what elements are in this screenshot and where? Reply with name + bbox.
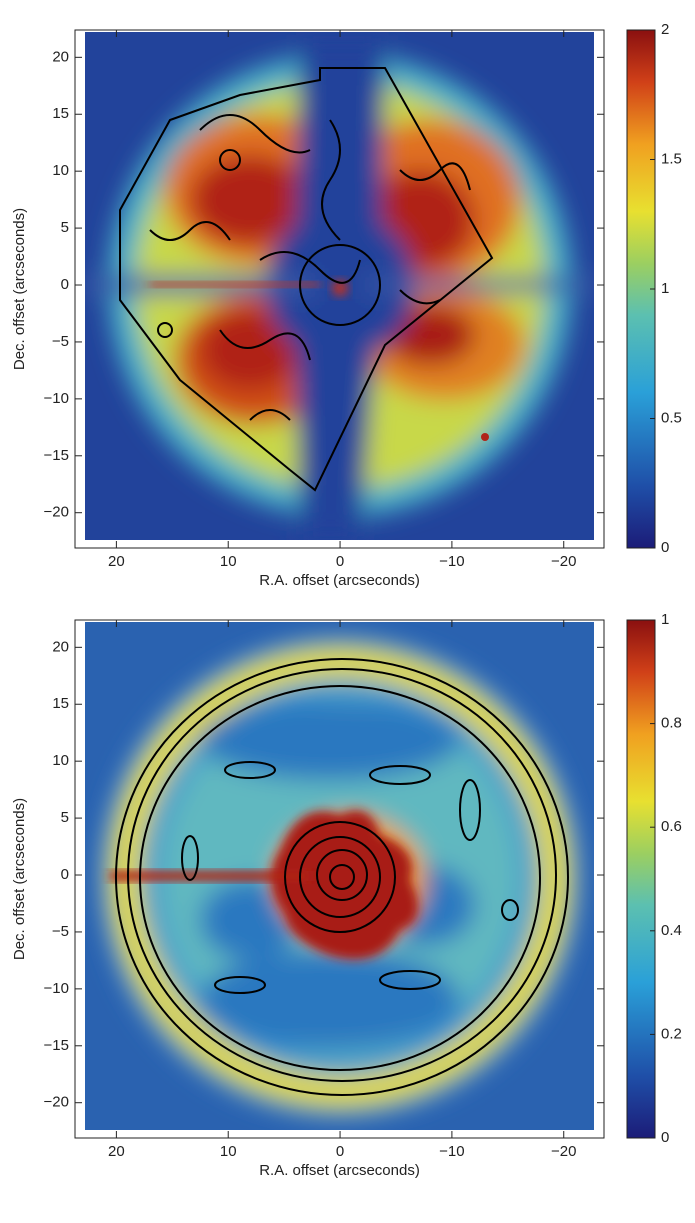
- y-tick-label: 5: [61, 809, 69, 826]
- x-tick-label: 0: [336, 553, 344, 570]
- y-tick-label: −10: [44, 390, 69, 407]
- y-tick-label: 10: [52, 752, 69, 769]
- y-tick-label: 20: [52, 638, 69, 655]
- colorbar-tick-label: 1: [661, 611, 669, 628]
- y-tick-label: 15: [52, 695, 69, 712]
- y-tick-label: −5: [52, 333, 69, 350]
- y-tick-label: −15: [44, 447, 69, 464]
- colorbar-tick-label: 1: [661, 280, 669, 297]
- x-tick-label: −20: [551, 1143, 576, 1160]
- axes-frame: [74, 619, 605, 1139]
- y-tick-label: −20: [44, 1094, 69, 1111]
- y-tick-label: −10: [44, 980, 69, 997]
- x-tick-label: 10: [220, 1143, 237, 1160]
- x-tick-label: −20: [551, 553, 576, 570]
- y-tick-label: −20: [44, 504, 69, 521]
- axes-frame: [74, 29, 605, 549]
- colorbar-tick-label: 1.5: [661, 150, 682, 167]
- y-tick-label: 5: [61, 219, 69, 236]
- x-tick-label: 20: [108, 1143, 125, 1160]
- colorbar-tick-label: 0.8: [661, 715, 682, 732]
- image-top: [85, 32, 594, 540]
- y-tick-label: 20: [52, 48, 69, 65]
- colorbar-tick-label: 0.6: [661, 818, 682, 835]
- x-tick-label: −10: [439, 1143, 464, 1160]
- colorbar-tick-label: 0.4: [661, 922, 682, 939]
- image-bottom: [85, 622, 594, 1130]
- colorbar-tick-label: 0.2: [661, 1025, 682, 1042]
- colorbar: [626, 619, 656, 1139]
- y-tick-label: 0: [61, 866, 69, 883]
- y-tick-label: 0: [61, 276, 69, 293]
- colorbar-tick-label: 0: [661, 1129, 669, 1146]
- x-axis-label: R.A. offset (arcseconds): [259, 1162, 420, 1179]
- x-tick-label: 10: [220, 553, 237, 570]
- x-tick-label: 0: [336, 1143, 344, 1160]
- y-axis-label: Dec. offset (arcseconds): [11, 208, 28, 370]
- x-tick-label: 20: [108, 553, 125, 570]
- y-tick-label: 15: [52, 105, 69, 122]
- y-tick-label: −5: [52, 923, 69, 940]
- colorbar-tick-label: 2: [661, 21, 669, 38]
- y-tick-label: −15: [44, 1037, 69, 1054]
- x-tick-label: −10: [439, 553, 464, 570]
- y-axis-label: Dec. offset (arcseconds): [11, 798, 28, 960]
- colorbar-tick-label: 0: [661, 539, 669, 556]
- x-axis-label: R.A. offset (arcseconds): [259, 572, 420, 589]
- y-tick-label: 10: [52, 162, 69, 179]
- colorbar-tick-label: 0.5: [661, 409, 682, 426]
